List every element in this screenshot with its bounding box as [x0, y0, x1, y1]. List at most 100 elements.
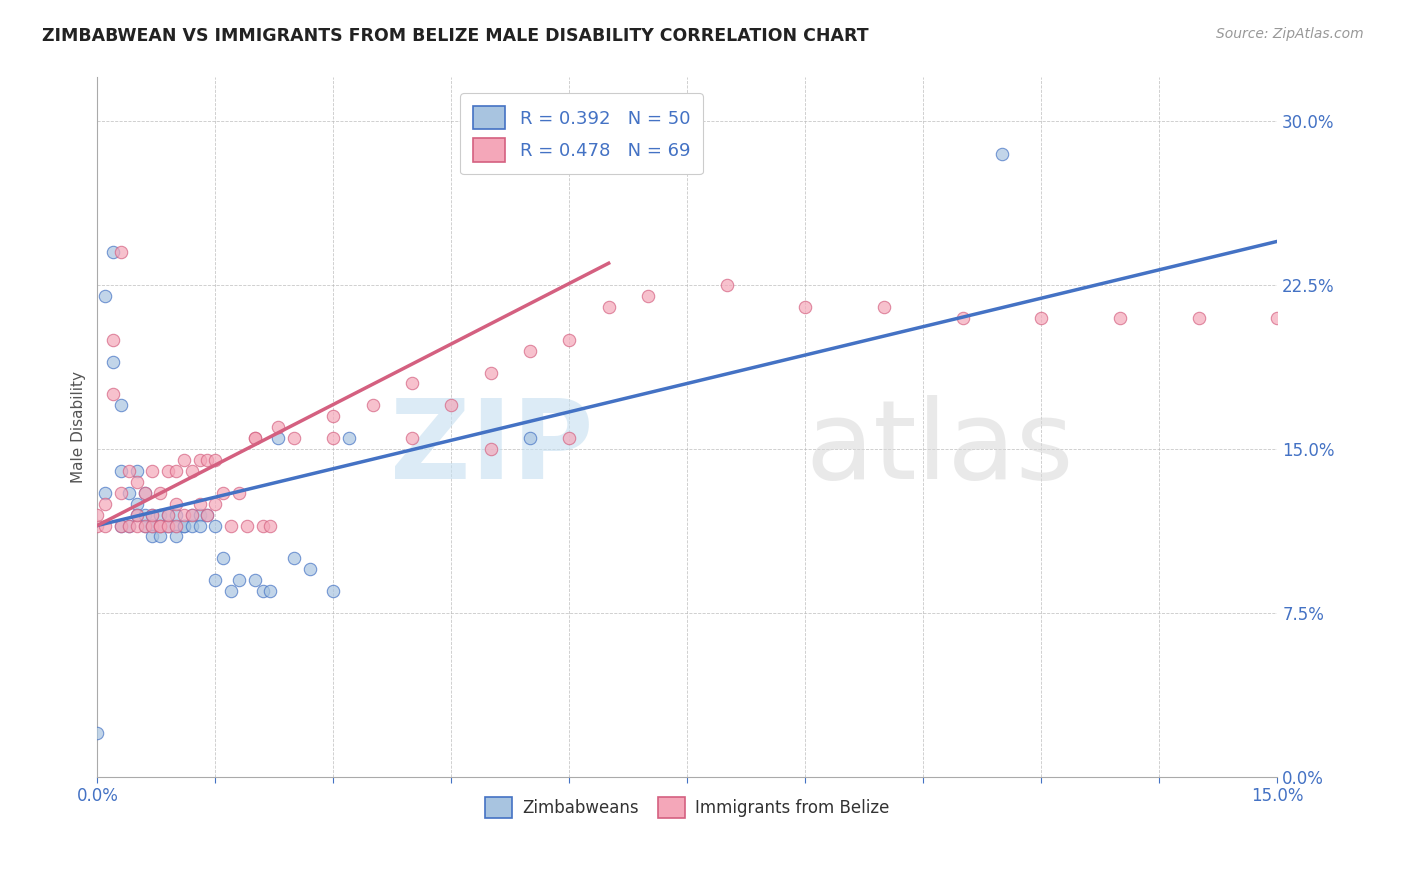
Point	[259, 518, 281, 533]
Point	[101, 387, 124, 401]
Point	[165, 518, 187, 533]
Point	[1031, 310, 1053, 325]
Point	[157, 518, 180, 533]
Text: ZIMBABWEAN VS IMMIGRANTS FROM BELIZE MALE DISABILITY CORRELATION CHART: ZIMBABWEAN VS IMMIGRANTS FROM BELIZE MAL…	[42, 27, 869, 45]
Point	[110, 485, 132, 500]
Point	[118, 518, 141, 533]
Point	[141, 518, 163, 533]
Y-axis label: Male Disability: Male Disability	[72, 371, 86, 483]
Point	[134, 485, 156, 500]
Point	[165, 508, 187, 522]
Point	[283, 431, 305, 445]
Point	[94, 289, 117, 303]
Point	[322, 584, 344, 599]
Point	[141, 508, 163, 522]
Point	[141, 518, 163, 533]
Point	[252, 584, 274, 599]
Point	[243, 431, 266, 445]
Point	[149, 485, 172, 500]
Point	[952, 310, 974, 325]
Point	[125, 508, 148, 522]
Point	[1187, 310, 1209, 325]
Point	[157, 464, 180, 478]
Point	[219, 584, 242, 599]
Point	[118, 464, 141, 478]
Point	[134, 518, 156, 533]
Point	[94, 497, 117, 511]
Point	[180, 508, 202, 522]
Point	[298, 562, 321, 576]
Point	[125, 518, 148, 533]
Point	[149, 508, 172, 522]
Point	[794, 300, 817, 314]
Point	[165, 464, 187, 478]
Point	[125, 475, 148, 489]
Point	[1109, 310, 1132, 325]
Point	[86, 726, 108, 740]
Point	[134, 518, 156, 533]
Point	[125, 464, 148, 478]
Point	[558, 333, 581, 347]
Point	[180, 464, 202, 478]
Point	[110, 245, 132, 260]
Point	[125, 497, 148, 511]
Point	[149, 518, 172, 533]
Point	[110, 518, 132, 533]
Point	[228, 573, 250, 587]
Point	[322, 409, 344, 424]
Text: atlas: atlas	[806, 394, 1074, 501]
Point	[188, 497, 211, 511]
Point	[197, 453, 219, 467]
Point	[204, 518, 226, 533]
Point	[101, 245, 124, 260]
Point	[243, 431, 266, 445]
Point	[173, 518, 195, 533]
Point	[101, 354, 124, 368]
Point	[337, 431, 360, 445]
Point	[361, 398, 384, 412]
Point	[165, 529, 187, 543]
Point	[598, 300, 620, 314]
Text: ZIP: ZIP	[389, 394, 593, 501]
Point	[173, 453, 195, 467]
Point	[283, 551, 305, 566]
Point	[228, 485, 250, 500]
Point	[173, 508, 195, 522]
Point	[134, 485, 156, 500]
Point	[141, 508, 163, 522]
Point	[519, 431, 541, 445]
Point	[101, 333, 124, 347]
Point	[94, 485, 117, 500]
Point	[141, 529, 163, 543]
Point	[197, 508, 219, 522]
Point	[157, 508, 180, 522]
Point	[197, 508, 219, 522]
Point	[157, 518, 180, 533]
Point	[125, 508, 148, 522]
Point	[219, 518, 242, 533]
Point	[110, 464, 132, 478]
Point	[149, 518, 172, 533]
Legend: Zimbabweans, Immigrants from Belize: Zimbabweans, Immigrants from Belize	[478, 791, 896, 824]
Point	[86, 518, 108, 533]
Point	[180, 518, 202, 533]
Point	[401, 431, 423, 445]
Point	[188, 453, 211, 467]
Point	[479, 366, 502, 380]
Point	[252, 518, 274, 533]
Point	[440, 398, 463, 412]
Point	[637, 289, 659, 303]
Text: Source: ZipAtlas.com: Source: ZipAtlas.com	[1216, 27, 1364, 41]
Point	[188, 508, 211, 522]
Point	[873, 300, 896, 314]
Point	[86, 508, 108, 522]
Point	[519, 343, 541, 358]
Point	[118, 485, 141, 500]
Point	[322, 431, 344, 445]
Point	[243, 573, 266, 587]
Point	[716, 278, 738, 293]
Point	[479, 442, 502, 456]
Point	[204, 497, 226, 511]
Point	[401, 376, 423, 391]
Point	[94, 518, 117, 533]
